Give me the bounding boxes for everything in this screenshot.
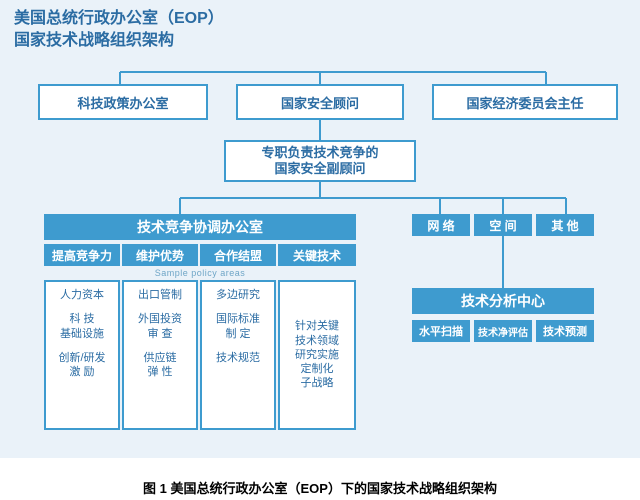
col-0: 人力资本 科 技基础设施 创新/研发激 励 bbox=[44, 280, 120, 430]
node-ostp: 科技政策办公室 bbox=[38, 84, 208, 120]
tab-other: 其 他 bbox=[536, 214, 594, 236]
policy-note: Sample policy areas bbox=[44, 268, 356, 278]
figure-caption: 图 1 美国总统行政办公室（EOP）下的国家技术战略组织架构 bbox=[0, 472, 640, 500]
title-line1: 美国总统行政办公室（EOP） bbox=[14, 8, 224, 30]
subhead-0: 提高竞争力 bbox=[44, 244, 120, 266]
node-deputy-label: 专职负责技术竞争的 国家安全副顾问 bbox=[261, 145, 378, 178]
title-line2: 国家技术战略组织架构 bbox=[14, 30, 224, 52]
diagram-title: 美国总统行政办公室（EOP） 国家技术战略组织架构 bbox=[14, 8, 224, 51]
node-nsa-label: 国家安全顾问 bbox=[281, 93, 359, 112]
node-ostp-label: 科技政策办公室 bbox=[77, 93, 168, 112]
col-1: 出口管制 外国投资审 查 供应链弹 性 bbox=[122, 280, 198, 430]
tab-network: 网 络 bbox=[412, 214, 470, 236]
tab-space: 空 间 bbox=[474, 214, 532, 236]
node-deputy: 专职负责技术竞争的 国家安全副顾问 bbox=[224, 140, 416, 182]
analysis-header: 技术分析中心 bbox=[412, 288, 594, 314]
node-nec: 国家经济委员会主任 bbox=[432, 84, 618, 120]
col-2: 多边研究 国际标准制 定 技术规范 bbox=[200, 280, 276, 430]
analysis-item-0: 水平扫描 bbox=[412, 320, 470, 342]
diagram-canvas: 美国总统行政办公室（EOP） 国家技术战略组织架构 bbox=[0, 0, 640, 500]
node-nec-label: 国家经济委员会主任 bbox=[466, 93, 583, 112]
subhead-3: 关键技术 bbox=[278, 244, 356, 266]
office-header: 技术竞争协调办公室 bbox=[44, 214, 356, 240]
node-nsa: 国家安全顾问 bbox=[236, 84, 404, 120]
col-3: 针对关键技术领域研究实施定制化子战略 bbox=[278, 280, 356, 430]
subhead-2: 合作结盟 bbox=[200, 244, 276, 266]
subhead-1: 维护优势 bbox=[122, 244, 198, 266]
analysis-item-1: 技术净评估 bbox=[474, 320, 532, 342]
analysis-item-2: 技术预测 bbox=[536, 320, 594, 342]
